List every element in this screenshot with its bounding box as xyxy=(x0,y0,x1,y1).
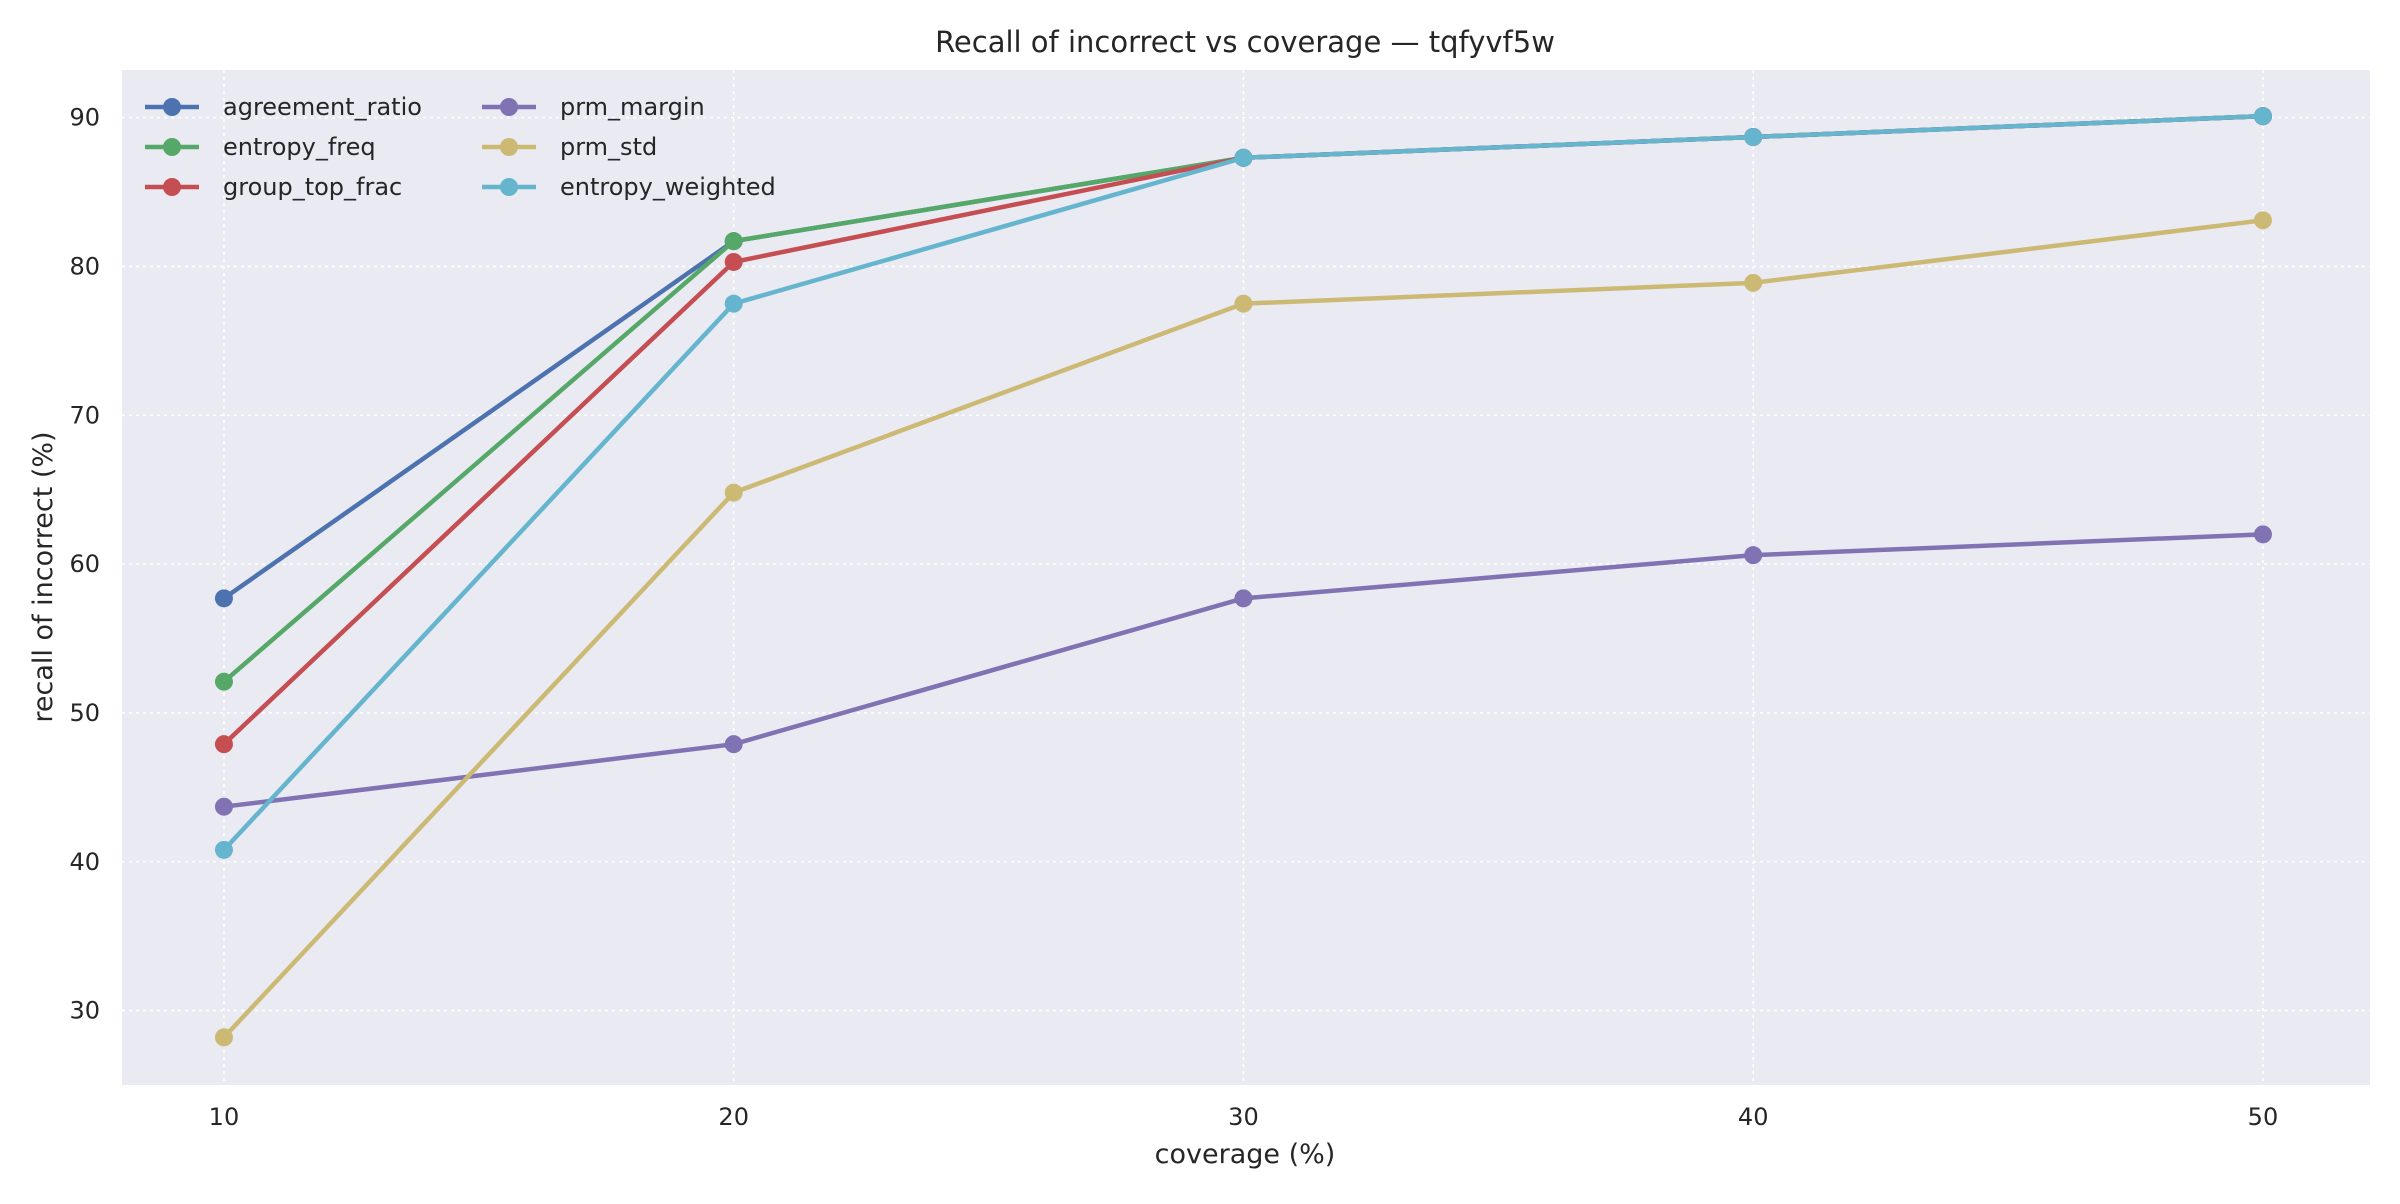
data-point xyxy=(1234,589,1253,608)
legend-item: prm_margin xyxy=(482,93,705,121)
data-point xyxy=(1744,273,1763,292)
x-tick-label: 20 xyxy=(718,1103,749,1131)
legend-marker xyxy=(163,98,181,116)
series-entropy-weighted xyxy=(214,107,2272,859)
legend-item: agreement_ratio xyxy=(145,93,422,121)
legend-marker xyxy=(163,178,181,196)
legend-item: prm_std xyxy=(482,133,657,161)
legend-label: entropy_freq xyxy=(223,133,376,161)
legend-marker xyxy=(500,98,518,116)
legend-label: prm_margin xyxy=(560,93,705,121)
data-point xyxy=(1234,294,1253,313)
legend-label: agreement_ratio xyxy=(223,93,422,121)
series-layer xyxy=(214,107,2272,1047)
legend-marker xyxy=(163,138,181,156)
data-point xyxy=(724,252,743,271)
x-axis-label: coverage (%) xyxy=(1155,1139,1336,1170)
data-point xyxy=(214,797,233,816)
legend-label: entropy_weighted xyxy=(560,173,776,201)
y-tick-label: 30 xyxy=(69,997,100,1025)
legend: agreement_ratio entropy_freq group_top_fra… xyxy=(145,93,776,201)
data-point xyxy=(214,1028,233,1047)
data-point xyxy=(1744,546,1763,565)
data-point xyxy=(1234,148,1253,167)
data-point xyxy=(2253,211,2272,230)
data-point xyxy=(724,294,743,313)
data-point xyxy=(1744,127,1763,146)
x-tick-label: 30 xyxy=(1228,1103,1259,1131)
data-point xyxy=(724,735,743,754)
data-point xyxy=(724,232,743,251)
legend-marker xyxy=(500,178,518,196)
legend-item: entropy_weighted xyxy=(482,173,776,201)
plot-area xyxy=(122,70,2370,1085)
chart-title: Recall of incorrect vs coverage — tqfyvf… xyxy=(935,25,1555,59)
y-tick-label: 40 xyxy=(69,848,100,876)
series-prm-margin xyxy=(214,525,2272,816)
data-point xyxy=(214,840,233,859)
data-point xyxy=(2253,525,2272,544)
y-tick-label: 70 xyxy=(69,401,100,429)
data-point xyxy=(2253,107,2272,126)
y-axis-label: recall of incorrect (%) xyxy=(28,431,59,722)
legend-label: group_top_frac xyxy=(223,173,402,201)
legend-marker xyxy=(500,138,518,156)
data-point xyxy=(214,589,233,608)
x-tick-label: 10 xyxy=(209,1103,240,1131)
data-point xyxy=(724,483,743,502)
x-tick-label: 50 xyxy=(2248,1103,2279,1131)
y-tick-label: 90 xyxy=(69,104,100,132)
y-tick-label: 80 xyxy=(69,252,100,280)
legend-label: prm_std xyxy=(560,133,657,161)
y-tick-label: 50 xyxy=(69,699,100,727)
x-tick-label: 40 xyxy=(1738,1103,1769,1131)
x-axis-ticks: 10 20 30 40 50 xyxy=(209,1103,2279,1131)
data-point xyxy=(214,672,233,691)
y-axis-ticks: 30 40 50 60 70 80 90 xyxy=(69,104,100,1025)
series-prm-std xyxy=(214,211,2272,1047)
legend-item: entropy_freq xyxy=(145,133,376,161)
y-tick-label: 60 xyxy=(69,550,100,578)
data-point xyxy=(214,735,233,754)
legend-item: group_top_frac xyxy=(145,173,402,201)
